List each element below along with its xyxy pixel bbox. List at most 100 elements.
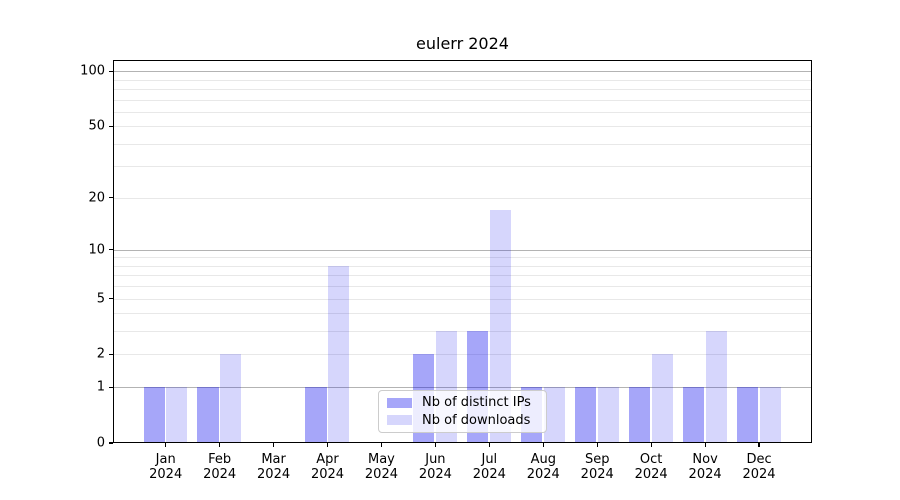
x-tick-mark-oct <box>650 443 652 447</box>
bar-downloads-nov <box>705 331 727 443</box>
x-tick-label-dec: Dec 2024 <box>742 452 775 482</box>
gridline-major-10 <box>113 249 812 251</box>
bar-distinct-ips-oct <box>628 387 651 443</box>
gridline-minor-40 <box>113 143 812 145</box>
gridline-minor-5 <box>113 298 812 300</box>
x-tick-month: Aug <box>530 452 556 467</box>
gridline-minor-80 <box>113 88 812 90</box>
x-tick-year: 2024 <box>688 467 722 482</box>
gridline-minor-30 <box>113 166 812 168</box>
y-tick-mark-10 <box>109 249 113 251</box>
x-tick-mark-dec <box>758 443 760 447</box>
x-tick-year: 2024 <box>634 467 668 482</box>
bar-downloads-feb <box>220 354 242 443</box>
x-tick-year: 2024 <box>310 467 345 482</box>
gridline-minor-3 <box>113 331 812 333</box>
x-tick-label-jun: Jun 2024 <box>419 452 452 482</box>
x-tick-month: Nov <box>692 452 718 467</box>
x-tick-month: Mar <box>261 452 286 467</box>
legend-item-downloads: Nb of downloads <box>379 412 546 429</box>
legend-swatch-downloads <box>387 415 412 426</box>
x-tick-year: 2024 <box>418 467 452 482</box>
bar-distinct-ips-sep <box>575 387 597 443</box>
y-tick-label-2: 2 <box>96 346 105 362</box>
x-tick-year: 2024 <box>472 467 506 482</box>
y-tick-mark-20 <box>109 197 113 199</box>
x-tick-month: Jul <box>481 452 498 467</box>
x-tick-mark-aug <box>542 443 544 447</box>
y-tick-label-10: 10 <box>88 242 105 258</box>
x-tick-month: Sep <box>584 452 610 467</box>
legend-item-distinct-ips: Nb of distinct IPs <box>379 394 546 411</box>
gridline-minor-6 <box>113 286 812 288</box>
x-tick-mark-feb <box>219 443 221 447</box>
x-tick-year: 2024 <box>364 467 398 482</box>
x-tick-month: Oct <box>639 452 663 467</box>
x-tick-mark-apr <box>326 443 329 447</box>
y-tick-label-50: 50 <box>88 118 105 134</box>
legend-label-downloads: Nb of downloads <box>422 412 531 428</box>
y-tick-label-1: 1 <box>96 379 105 395</box>
x-tick-mark-jan <box>165 443 167 447</box>
bar-downloads-dec <box>759 387 781 443</box>
gridline-minor-8 <box>113 265 812 267</box>
y-tick-mark-50 <box>109 125 113 127</box>
gridline-minor-90 <box>113 79 812 81</box>
x-tick-label-apr: Apr 2024 <box>311 452 344 482</box>
legend-swatch-distinct-ips <box>387 397 412 408</box>
gridline-minor-7 <box>113 275 812 277</box>
y-tick-mark-2 <box>109 353 113 356</box>
bar-distinct-ips-feb <box>197 387 219 443</box>
gridline-minor-70 <box>113 99 812 101</box>
gridline-major-1 <box>113 387 812 389</box>
x-tick-month: Jun <box>425 452 446 467</box>
bar-downloads-oct <box>651 354 673 443</box>
x-tick-label-may: May 2024 <box>365 452 398 482</box>
x-tick-label-sep: Sep 2024 <box>581 452 614 482</box>
bar-distinct-ips-dec <box>736 387 759 443</box>
x-tick-year: 2024 <box>257 467 291 482</box>
x-tick-mark-may <box>380 443 383 447</box>
y-tick-label-5: 5 <box>96 291 105 307</box>
bar-downloads-sep <box>597 387 619 443</box>
y-tick-mark-1 <box>109 386 113 388</box>
bar-distinct-ips-nov <box>682 387 705 443</box>
plot-area <box>113 60 812 443</box>
x-tick-year: 2024 <box>149 467 183 482</box>
x-tick-label-nov: Nov 2024 <box>689 452 722 482</box>
gridline-major-100 <box>113 71 812 73</box>
x-tick-month: Feb <box>208 452 232 467</box>
y-tick-mark-5 <box>109 298 113 300</box>
y-tick-label-100: 100 <box>80 63 105 79</box>
y-tick-label-20: 20 <box>88 190 105 206</box>
x-tick-month: May <box>368 452 395 467</box>
y-tick-label-0: 0 <box>96 435 105 451</box>
chart-title: eulerr 2024 <box>416 34 509 53</box>
legend: Nb of distinct IPs Nb of downloads <box>378 390 547 433</box>
x-tick-month: Apr <box>316 452 339 467</box>
gridline-minor-4 <box>113 313 812 315</box>
y-tick-mark-0 <box>109 442 113 444</box>
gridline-minor-60 <box>113 111 812 113</box>
bar-downloads-jul <box>489 210 512 443</box>
bar-downloads-apr <box>328 265 350 443</box>
x-tick-month: Dec <box>746 452 772 467</box>
x-tick-mark-sep <box>596 443 598 447</box>
gridline-minor-2 <box>113 354 812 356</box>
gridline-minor-50 <box>113 126 812 128</box>
x-tick-mark-nov <box>704 443 706 447</box>
legend-label-distinct-ips: Nb of distinct IPs <box>422 395 531 411</box>
x-tick-year: 2024 <box>580 467 614 482</box>
bar-downloads-aug <box>543 387 565 443</box>
x-tick-label-jul: Jul 2024 <box>473 452 506 482</box>
x-tick-month: Jan <box>155 452 176 467</box>
gridline-minor-9 <box>113 257 812 259</box>
bar-distinct-ips-jan <box>143 387 165 443</box>
x-tick-year: 2024 <box>526 467 560 482</box>
x-tick-mark-jul <box>488 443 490 447</box>
x-tick-mark-jun <box>434 443 436 447</box>
x-tick-year: 2024 <box>742 467 776 482</box>
x-tick-mark-mar <box>272 443 275 447</box>
x-tick-label-jan: Jan 2024 <box>149 452 182 482</box>
